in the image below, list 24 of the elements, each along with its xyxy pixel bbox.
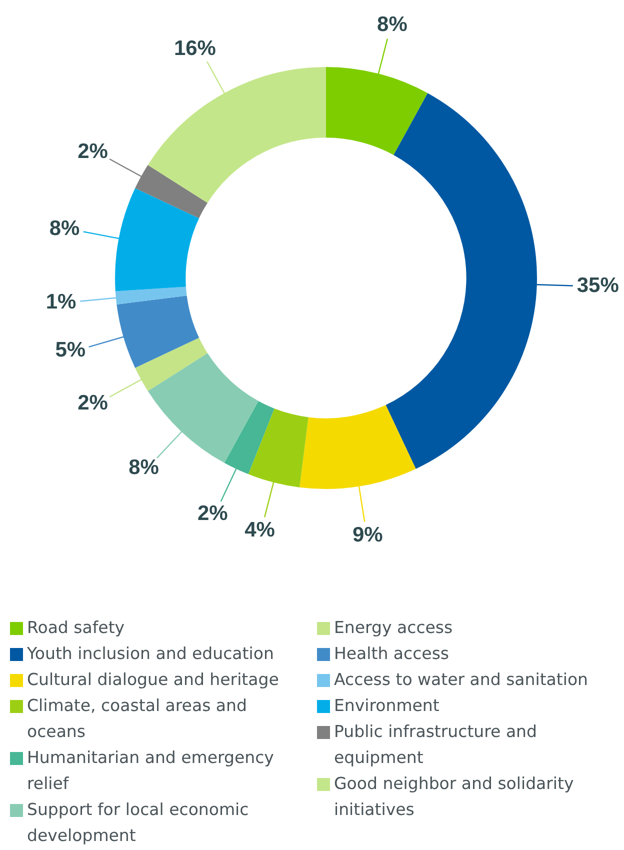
legend-label: Public infrastructure and equipment xyxy=(334,721,538,769)
legend-label: Energy access xyxy=(334,617,453,639)
legend-label: Environment xyxy=(334,695,440,717)
data-label: 35% xyxy=(576,274,620,297)
data-label: 2% xyxy=(78,392,108,415)
legend-label: Climate, coastal areas and oceans xyxy=(27,695,248,743)
legend-label: Access to water and sanitation xyxy=(334,669,588,691)
legend-label: Humanitarian and emergency relief xyxy=(27,747,275,795)
legend-label: Support for local economic development xyxy=(27,799,250,847)
legend-label: Good neighbor and solidarity initiatives xyxy=(334,773,575,821)
data-label: 5% xyxy=(55,338,86,362)
data-label: 8% xyxy=(49,216,80,240)
data-label: 2% xyxy=(197,502,228,525)
legend-label: Health access xyxy=(334,643,450,665)
data-label: 8% xyxy=(128,456,160,480)
data-label: 9% xyxy=(352,524,384,547)
legend-label: Youth inclusion and education xyxy=(27,643,274,665)
data-label: 8% xyxy=(377,12,408,36)
legend-label: Road safety xyxy=(27,617,125,639)
legend-label: Cultural dialogue and heritage xyxy=(27,669,279,691)
data-label: 4% xyxy=(244,518,276,542)
data-label: 2% xyxy=(78,140,108,164)
data-label: 16% xyxy=(174,37,216,60)
data-label: 1% xyxy=(46,290,77,314)
